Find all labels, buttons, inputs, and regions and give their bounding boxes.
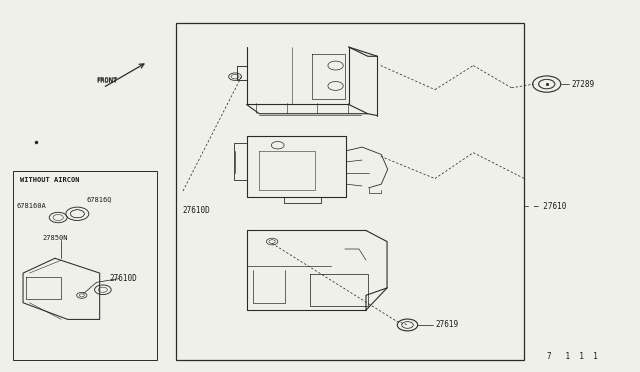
Text: 678160A: 678160A [17, 203, 47, 209]
Text: FRONT: FRONT [97, 78, 118, 84]
Text: 27289: 27289 [571, 80, 594, 89]
Text: 27850N: 27850N [42, 235, 68, 241]
Text: 67816Q: 67816Q [87, 196, 113, 202]
Text: 27610D: 27610D [182, 206, 211, 215]
Bar [13, 171, 157, 360]
Text: FRONT: FRONT [97, 77, 118, 83]
Text: WITHOUT AIRCON: WITHOUT AIRCON [20, 177, 79, 183]
Bar [176, 23, 524, 360]
Text: — 27610: — 27610 [534, 202, 566, 211]
Text: 27619: 27619 [435, 321, 458, 330]
Text: 7   1  1  1: 7 1 1 1 [547, 352, 598, 361]
Text: 27610D: 27610D [109, 274, 137, 283]
